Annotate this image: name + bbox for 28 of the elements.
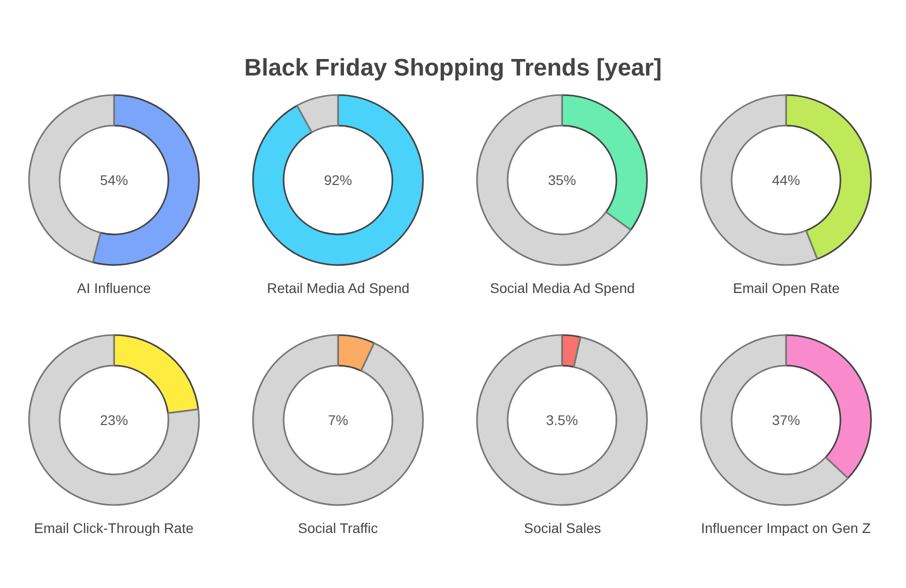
text: 44%: [772, 172, 800, 188]
donut-slice: [700, 94, 818, 266]
donut-slice: [92, 94, 200, 266]
text: 37%: [772, 412, 800, 428]
donut-slice: [252, 94, 424, 266]
donut-slice: [28, 334, 200, 506]
donut-slice: [296, 94, 339, 134]
text: Retail Media Ad Spend: [267, 280, 410, 296]
text: 92%: [324, 172, 352, 188]
text: Social Media Ad Spend: [490, 280, 635, 296]
donut-slice: [476, 94, 632, 266]
text: Social Sales: [524, 520, 602, 536]
donut-slice: [252, 334, 424, 506]
text: Email Click-Through Rate: [34, 520, 194, 536]
donut-slice: [113, 334, 200, 414]
text: 54%: [100, 172, 128, 188]
text: 35%: [548, 172, 576, 188]
text: Black Friday Shopping Trends [year]: [244, 54, 662, 82]
text: Influencer Impact on Gen Z: [701, 520, 872, 536]
donut-slice: [700, 334, 849, 506]
donut-slice: [476, 334, 648, 506]
text: AI Influence: [77, 280, 152, 296]
text: 7%: [328, 412, 348, 428]
text: Email Open Rate: [733, 280, 840, 296]
text: 3.5%: [546, 412, 578, 428]
text: Social Traffic: [298, 520, 378, 536]
text: 23%: [100, 412, 128, 428]
donut-slice: [337, 334, 375, 372]
